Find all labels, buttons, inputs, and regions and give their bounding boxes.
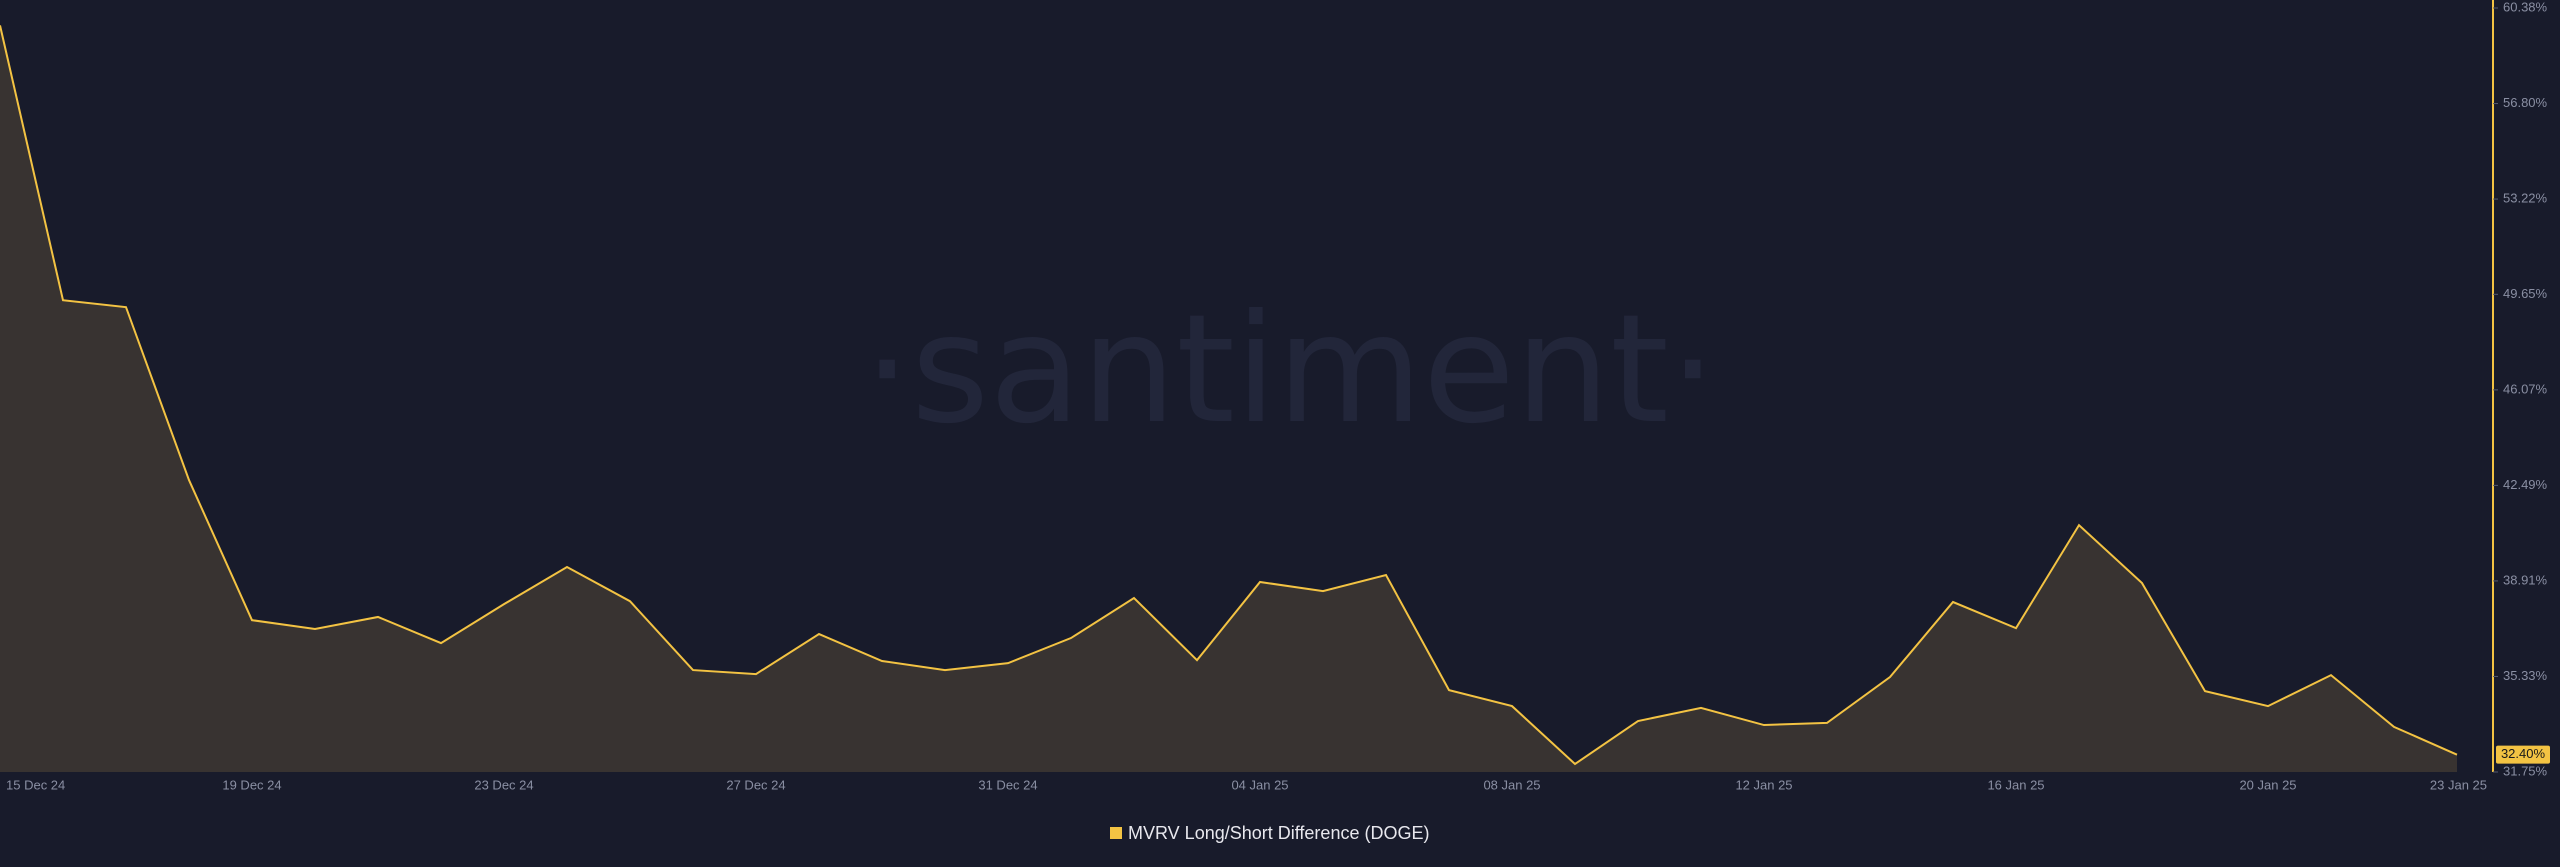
y-tick-label: 35.33% [2503,668,2548,683]
x-tick-label: 16 Jan 25 [1987,777,2044,792]
x-tick-label: 23 Dec 24 [474,777,533,792]
x-tick-label: 23 Jan 25 [2430,777,2487,792]
last-value-badge [2496,745,2550,764]
y-tick-label: 49.65% [2503,286,2548,301]
x-tick-label: 04 Jan 25 [1231,777,1288,792]
x-tick-label: 31 Dec 24 [978,777,1037,792]
y-tick-label: 31.75% [2503,763,2548,778]
y-tick-label: 42.49% [2503,477,2548,492]
x-tick-label: 27 Dec 24 [726,777,785,792]
y-tick-label: 60.38% [2503,0,2548,14]
x-tick-label: 08 Jan 25 [1483,777,1540,792]
y-tick-label: 53.22% [2503,191,2548,206]
legend-label: MVRV Long/Short Difference (DOGE) [1128,823,1429,843]
y-tick-label: 38.91% [2503,572,2548,587]
y-tick-label: 56.80% [2503,95,2548,110]
last-value-label: 32.40% [2501,746,2546,761]
x-tick-label: 12 Jan 25 [1735,777,1792,792]
x-tick-label: 15 Dec 24 [6,777,65,792]
x-tick-label: 19 Dec 24 [222,777,281,792]
x-tick-label: 20 Jan 25 [2239,777,2296,792]
watermark: ·santiment· [863,283,1716,457]
line [0,25,2458,766]
legend-swatch [1110,827,1122,839]
y-tick-label: 46.07% [2503,381,2548,396]
